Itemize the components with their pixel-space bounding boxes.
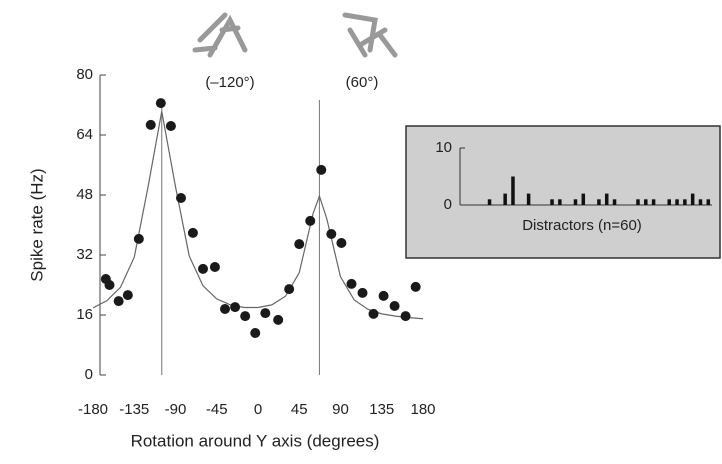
annotation: (60°) bbox=[346, 74, 379, 91]
data-point bbox=[198, 263, 208, 274]
data-point bbox=[316, 164, 327, 175]
data-point bbox=[284, 284, 295, 295]
data-point bbox=[346, 278, 357, 289]
x-tick-label: -90 bbox=[165, 401, 187, 418]
bar bbox=[604, 193, 609, 205]
bar bbox=[597, 199, 601, 205]
bar bbox=[612, 199, 617, 205]
y-tick-label: 64 bbox=[76, 126, 93, 143]
data-point bbox=[336, 238, 347, 248]
data-point bbox=[122, 290, 133, 301]
data-point bbox=[104, 280, 115, 290]
data-point bbox=[187, 227, 198, 238]
x-tick-label: 135 bbox=[369, 401, 394, 418]
bar bbox=[675, 199, 679, 205]
bar bbox=[511, 176, 515, 205]
annotation: (–120°) bbox=[205, 74, 254, 91]
data-point bbox=[273, 314, 284, 325]
bar bbox=[667, 199, 671, 205]
x-tick-label: -180 bbox=[78, 401, 108, 418]
bar bbox=[706, 199, 711, 205]
bar bbox=[651, 199, 656, 205]
fit-curve bbox=[92, 111, 424, 320]
data-point bbox=[155, 98, 166, 109]
data-point bbox=[240, 311, 251, 322]
data-point bbox=[145, 119, 156, 130]
data-point bbox=[305, 215, 316, 226]
object-icon bbox=[192, 12, 398, 58]
inset-x-title: Distractors (n=60) bbox=[522, 217, 642, 234]
data-point bbox=[378, 290, 389, 301]
inset-y-tick-label: 0 bbox=[444, 196, 452, 213]
data-point bbox=[326, 229, 337, 239]
bar bbox=[683, 199, 687, 205]
data-point bbox=[410, 281, 421, 292]
inset-y-tick-label: 10 bbox=[435, 139, 452, 156]
bar bbox=[573, 199, 578, 205]
bar bbox=[503, 193, 507, 205]
y-tick-label: 0 bbox=[85, 366, 93, 383]
data-point bbox=[165, 121, 176, 131]
bar bbox=[558, 199, 562, 205]
data-point bbox=[230, 302, 241, 313]
y-tick-label: 16 bbox=[76, 306, 93, 323]
bar bbox=[550, 199, 554, 205]
x-axis-title: Rotation around Y axis (degrees) bbox=[131, 431, 380, 450]
y-axis-title: Spike rate (Hz) bbox=[27, 168, 46, 281]
bar bbox=[581, 193, 586, 205]
data-point bbox=[260, 308, 271, 319]
bar bbox=[698, 199, 703, 205]
data-point bbox=[176, 193, 186, 203]
inset-frame bbox=[405, 125, 721, 259]
x-tick-label: 180 bbox=[410, 401, 435, 418]
x-tick-label: 0 bbox=[254, 401, 262, 418]
bar bbox=[690, 193, 695, 205]
data-point bbox=[133, 233, 144, 244]
data-point bbox=[389, 301, 400, 311]
data-point bbox=[400, 311, 411, 322]
bar bbox=[636, 199, 640, 205]
bar bbox=[487, 199, 492, 205]
data-point bbox=[357, 287, 368, 298]
x-tick-label: -45 bbox=[206, 401, 228, 418]
data-point bbox=[113, 296, 124, 307]
y-tick-label: 32 bbox=[76, 246, 93, 263]
x-tick-label: 90 bbox=[332, 401, 349, 418]
data-point bbox=[220, 304, 230, 314]
data-point bbox=[368, 308, 379, 319]
bar bbox=[644, 199, 648, 205]
y-tick-label: 80 bbox=[76, 66, 93, 83]
data-point bbox=[250, 328, 261, 338]
y-tick-label: 48 bbox=[76, 186, 93, 203]
data-point bbox=[294, 239, 305, 250]
x-tick-label: 45 bbox=[291, 401, 308, 418]
x-tick-label: -135 bbox=[119, 401, 149, 418]
data-point bbox=[209, 262, 220, 272]
bar bbox=[526, 193, 531, 205]
